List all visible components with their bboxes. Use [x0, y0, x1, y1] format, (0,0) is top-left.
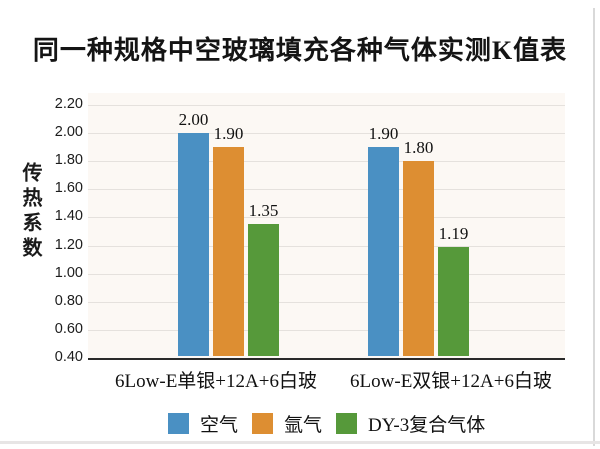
legend-item: DY-3复合气体	[336, 410, 485, 437]
y-tick-label: 1.20	[54, 236, 83, 253]
legend-item: 氩气	[252, 410, 322, 437]
gridline	[88, 329, 565, 331]
y-tick-label: 2.20	[54, 96, 83, 112]
gridline	[88, 189, 565, 191]
gridline	[88, 245, 565, 247]
bar-value-label: 1.19	[438, 223, 469, 243]
y-tick-label: 0.60	[54, 320, 83, 337]
gridline	[88, 133, 565, 135]
y-tick-label: 0.80	[54, 292, 83, 309]
bar	[248, 224, 279, 356]
y-tick-label: 1.00	[54, 264, 83, 281]
gridline	[88, 161, 565, 163]
x-category-label: 6Low-E双银+12A+6白玻	[350, 371, 552, 392]
legend-label: 空气	[200, 415, 239, 436]
y-tick-label: 2.00	[54, 124, 83, 141]
bar-value-label: 1.80	[403, 138, 434, 158]
x-category-label: 6Low-E单银+12A+6白玻	[115, 371, 317, 392]
legend-item: 空气	[168, 410, 238, 437]
legend-color-swatch	[336, 413, 358, 434]
legend-label: 氩气	[284, 415, 323, 436]
bar-value-label: 1.35	[248, 201, 279, 221]
right-edge-border	[593, 8, 595, 446]
x-axis-line	[88, 358, 565, 360]
bar-value-label: 1.90	[368, 124, 399, 144]
legend: 空气 氩气 DY-3复合气体	[168, 410, 485, 437]
bar	[403, 161, 434, 356]
gridline	[88, 273, 565, 275]
bar	[368, 147, 399, 356]
y-tick-label: 1.40	[54, 208, 83, 225]
bar	[438, 246, 469, 356]
legend-color-swatch	[252, 413, 274, 434]
bar-value-label: 2.00	[178, 110, 209, 130]
bar	[213, 147, 244, 356]
bar	[178, 133, 209, 356]
legend-color-swatch	[168, 413, 189, 434]
y-tick-label: 0.40	[54, 349, 83, 365]
plot-area: 2.00 1.90 1.90 1.80 1.35 1.19	[88, 93, 565, 360]
gridline	[88, 217, 565, 219]
bar-value-label: 1.90	[213, 124, 244, 144]
y-tick-label: 1.80	[54, 152, 83, 169]
legend-label: DY-3复合气体	[368, 415, 486, 436]
chart-title: 同一种规格中空玻璃填充各种气体实测K值表	[32, 36, 568, 65]
y-tick-label: 1.60	[54, 180, 83, 197]
gridline	[88, 301, 565, 303]
bottom-edge-border	[0, 441, 600, 444]
y-axis-title: 传热系数	[19, 162, 41, 262]
gridline	[88, 105, 565, 106]
